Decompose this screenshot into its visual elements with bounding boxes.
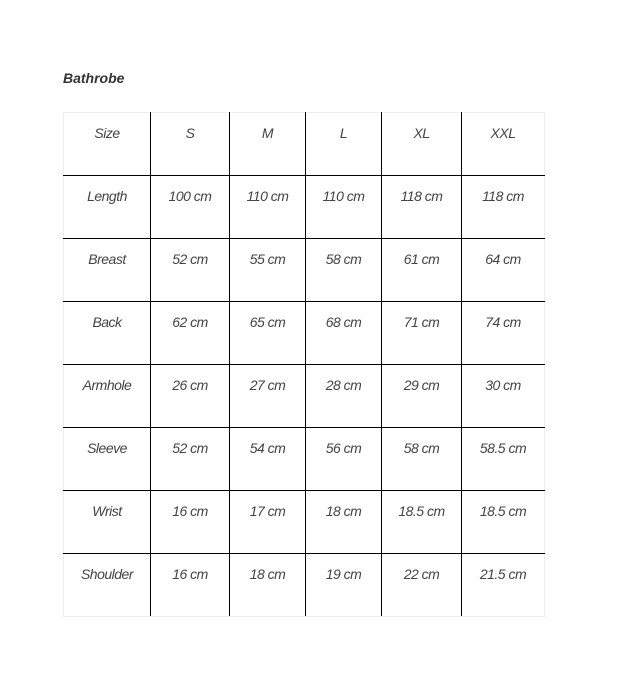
table-cell: 58 cm (381, 427, 462, 491)
table-row: Back 62 cm 65 cm 68 cm 71 cm 74 cm (63, 301, 545, 365)
table-cell: 64 cm (461, 238, 545, 302)
table-cell: 18 cm (305, 490, 382, 554)
table-cell: 27 cm (229, 364, 306, 428)
header-cell: Size (63, 112, 151, 176)
row-label-cell: Shoulder (63, 553, 151, 617)
table-cell: 18.5 cm (461, 490, 545, 554)
row-label-cell: Back (63, 301, 151, 365)
table-cell: 100 cm (150, 175, 230, 239)
table-cell: 18 cm (229, 553, 306, 617)
header-row: Size S M L XL XXL (63, 112, 545, 176)
table-cell: 71 cm (381, 301, 462, 365)
table-cell: 18.5 cm (381, 490, 462, 554)
table-row: Length 100 cm 110 cm 110 cm 118 cm 118 cm (63, 175, 545, 239)
table-cell: 52 cm (150, 427, 230, 491)
table-cell: 54 cm (229, 427, 306, 491)
table-cell: 16 cm (150, 553, 230, 617)
header-cell: L (305, 112, 382, 176)
row-label-cell: Length (63, 175, 151, 239)
table-cell: 30 cm (461, 364, 545, 428)
table-row: Shoulder 16 cm 18 cm 19 cm 22 cm 21.5 cm (63, 553, 545, 617)
row-label-cell: Wrist (63, 490, 151, 554)
row-label-cell: Armhole (63, 364, 151, 428)
table-cell: 22 cm (381, 553, 462, 617)
row-label-cell: Breast (63, 238, 151, 302)
row-label-cell: Sleeve (63, 427, 151, 491)
table-cell: 62 cm (150, 301, 230, 365)
table-row: Breast 52 cm 55 cm 58 cm 61 cm 64 cm (63, 238, 545, 302)
table-row: Sleeve 52 cm 54 cm 56 cm 58 cm 58.5 cm (63, 427, 545, 491)
table-cell: 110 cm (305, 175, 382, 239)
table-cell: 29 cm (381, 364, 462, 428)
table-cell: 21.5 cm (461, 553, 545, 617)
table-cell: 55 cm (229, 238, 306, 302)
table-cell: 118 cm (381, 175, 462, 239)
table-cell: 110 cm (229, 175, 306, 239)
header-cell: S (150, 112, 230, 176)
table-cell: 118 cm (461, 175, 545, 239)
table-cell: 58 cm (305, 238, 382, 302)
table-cell: 26 cm (150, 364, 230, 428)
table-cell: 16 cm (150, 490, 230, 554)
table-cell: 19 cm (305, 553, 382, 617)
table-row: Wrist 16 cm 17 cm 18 cm 18.5 cm 18.5 cm (63, 490, 545, 554)
table-row: Armhole 26 cm 27 cm 28 cm 29 cm 30 cm (63, 364, 545, 428)
table-cell: 68 cm (305, 301, 382, 365)
header-cell: M (229, 112, 306, 176)
table-cell: 74 cm (461, 301, 545, 365)
table-cell: 65 cm (229, 301, 306, 365)
table-cell: 61 cm (381, 238, 462, 302)
table-cell: 28 cm (305, 364, 382, 428)
header-cell: XXL (461, 112, 545, 176)
size-chart-table: Size S M L XL XXL Length 100 cm 110 cm 110 cm 118 … (63, 112, 545, 617)
table-title: Bathrobe (63, 70, 125, 86)
header-cell: XL (381, 112, 462, 176)
table-cell: 52 cm (150, 238, 230, 302)
table-cell: 17 cm (229, 490, 306, 554)
table-cell: 56 cm (305, 427, 382, 491)
table-cell: 58.5 cm (461, 427, 545, 491)
